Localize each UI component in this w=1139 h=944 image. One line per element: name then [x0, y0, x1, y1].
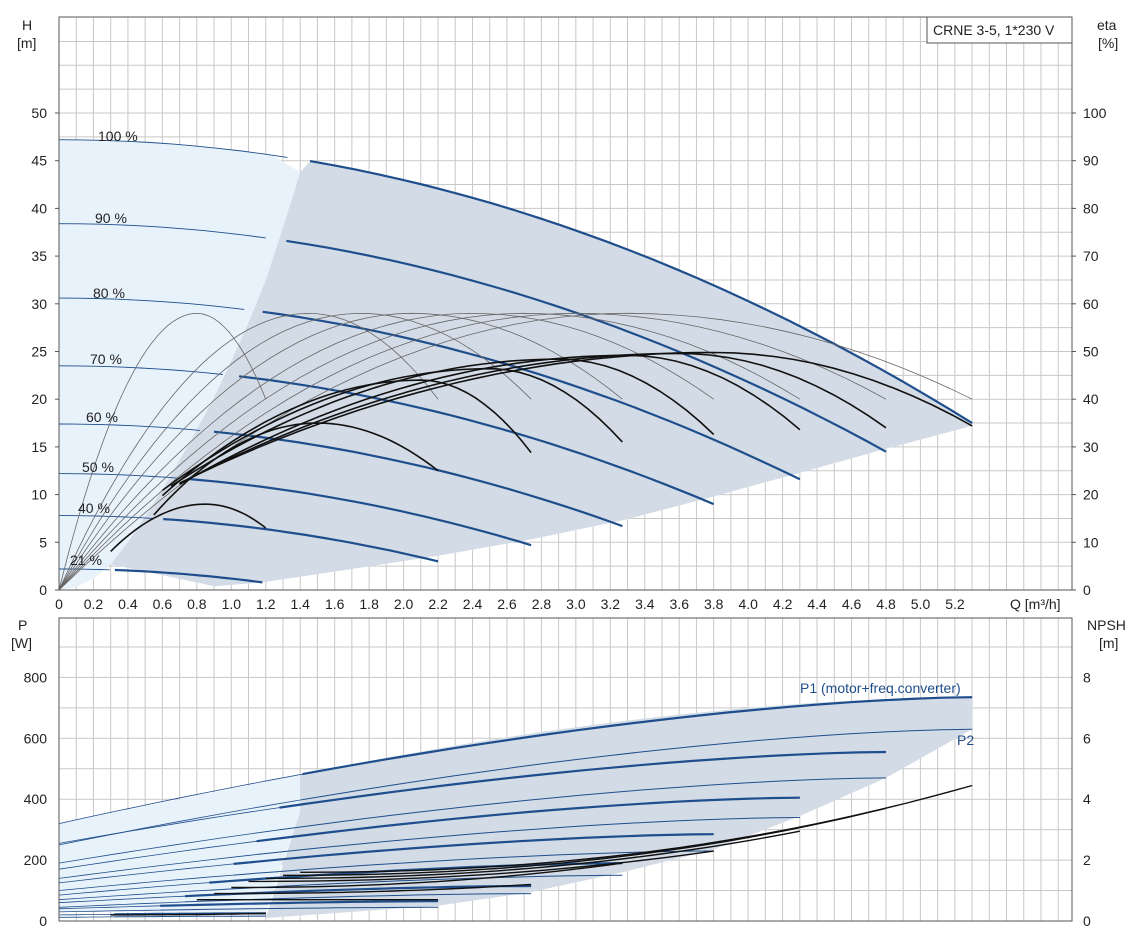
q-tick-label: 4.8: [876, 596, 896, 612]
npsh-tick-label: 8: [1083, 669, 1091, 685]
q-tick-label: 0.4: [118, 596, 138, 612]
q-tick-label: 1.0: [222, 596, 242, 612]
eta-tick-label: 40: [1083, 391, 1099, 407]
npsh-tick-label: 0: [1083, 913, 1091, 929]
top-y-left-label-h: H: [22, 17, 32, 33]
bottom-y-left-label-p: P: [18, 617, 27, 633]
p-tick-label: 400: [24, 791, 48, 807]
speed-label-21: 21 %: [70, 552, 102, 568]
q-tick-label: 2.0: [394, 596, 414, 612]
top-x-axis-label: Q [m³/h]: [1010, 596, 1061, 612]
q-tick-label: 1.6: [325, 596, 345, 612]
q-tick-label: 0: [55, 596, 63, 612]
speed-label-40: 40 %: [78, 500, 110, 516]
p-curve-15: [114, 916, 266, 917]
eta-tick-label: 90: [1083, 153, 1099, 169]
top-y-left-label-unit: [m]: [17, 35, 36, 51]
q-tick-label: 2.8: [532, 596, 552, 612]
h-tick-label: 25: [31, 344, 47, 360]
q-tick-label: 3.8: [704, 596, 724, 612]
eta-tick-label: 0: [1083, 582, 1091, 598]
bottom-y-right-label-npsh: NPSH: [1087, 617, 1126, 633]
top-y-right-label-eta: eta: [1097, 17, 1117, 33]
h-tick-label: 50: [31, 105, 47, 121]
q-tick-label: 4.6: [842, 596, 862, 612]
q-tick-label: 3.6: [670, 596, 690, 612]
bottom-y-right-label-unit: [m]: [1099, 635, 1118, 651]
q-tick-label: 0.2: [84, 596, 104, 612]
q-tick-label: 2.4: [463, 596, 483, 612]
p-tick-label: 800: [24, 669, 48, 685]
h-tick-label: 35: [31, 248, 47, 264]
p1-curve-label: P1 (motor+freq.converter): [800, 680, 961, 696]
npsh-tick-label: 4: [1083, 791, 1091, 807]
speed-label-60: 60 %: [86, 409, 118, 425]
speed-label-80: 80 %: [93, 285, 125, 301]
p-tick-label: 200: [24, 852, 48, 868]
q-tick-label: 0.8: [187, 596, 207, 612]
p-tick-label: 600: [24, 730, 48, 746]
q-tick-label: 3.0: [566, 596, 586, 612]
q-tick-label: 3.2: [601, 596, 621, 612]
h-tick-label: 40: [31, 200, 47, 216]
npsh-tick-label: 2: [1083, 852, 1091, 868]
p2-curve-label: P2: [957, 732, 974, 748]
q-tick-label: 4.4: [807, 596, 827, 612]
p-tick-label: 0: [39, 913, 47, 929]
h-tick-label: 30: [31, 296, 47, 312]
eta-tick-label: 60: [1083, 296, 1099, 312]
q-tick-label: 4.0: [738, 596, 758, 612]
bottom-y-left-label-unit: [W]: [11, 635, 32, 651]
title-text: CRNE 3-5, 1*230 V: [933, 22, 1055, 38]
eta-tick-label: 30: [1083, 439, 1099, 455]
npsh-tick-label: 6: [1083, 730, 1091, 746]
speed-label-90: 90 %: [95, 210, 127, 226]
speed-label-100: 100 %: [98, 128, 138, 144]
top-y-right-label-unit: [%]: [1098, 35, 1118, 51]
q-tick-label: 3.4: [635, 596, 655, 612]
q-tick-label: 5.0: [911, 596, 931, 612]
h-tick-label: 20: [31, 391, 47, 407]
q-tick-label: 1.4: [290, 596, 310, 612]
q-tick-label: 1.2: [256, 596, 276, 612]
eta-tick-label: 20: [1083, 487, 1099, 503]
eta-tick-label: 70: [1083, 248, 1099, 264]
eta-tick-label: 10: [1083, 534, 1099, 550]
h-tick-label: 45: [31, 153, 47, 169]
q-tick-label: 0.6: [153, 596, 173, 612]
q-tick-label: 1.8: [359, 596, 379, 612]
speed-label-70: 70 %: [90, 351, 122, 367]
h-tick-label: 10: [31, 487, 47, 503]
h-tick-label: 0: [39, 582, 47, 598]
eta-tick-label: 100: [1083, 105, 1107, 121]
p-curve-low-flow-14: [59, 914, 114, 915]
q-tick-label: 2.6: [497, 596, 517, 612]
q-tick-label: 4.2: [773, 596, 793, 612]
q-tick-label: 5.2: [945, 596, 965, 612]
h-tick-label: 5: [39, 534, 47, 550]
eta-tick-label: 50: [1083, 344, 1099, 360]
q-tick-label: 2.2: [428, 596, 448, 612]
h-tick-label: 15: [31, 439, 47, 455]
speed-label-50: 50 %: [82, 459, 114, 475]
eta-tick-label: 80: [1083, 200, 1099, 216]
